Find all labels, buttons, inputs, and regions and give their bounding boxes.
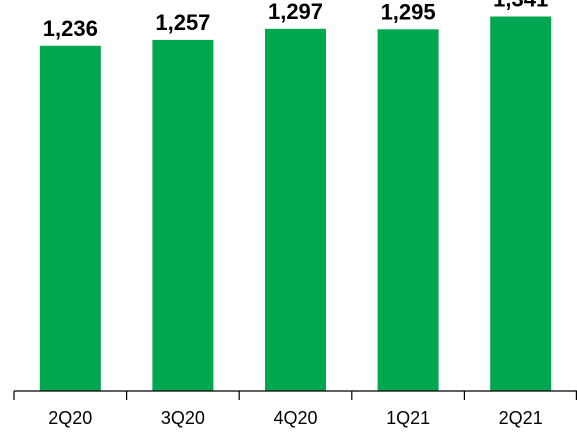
x-tick-label-2Q21: 2Q21 (499, 408, 543, 428)
data-label-2Q20: 1,236 (43, 16, 98, 41)
bar-1Q21 (377, 29, 439, 392)
bar-2Q21 (490, 16, 552, 391)
x-tick-label-3Q20: 3Q20 (161, 408, 205, 428)
x-axis: 2Q20 3Q20 4Q20 1Q21 2Q21 (13, 390, 577, 428)
bars-group (39, 16, 552, 392)
bar-2Q20 (39, 45, 101, 392)
data-label-2Q21: 1,341 (493, 0, 548, 12)
bar-3Q20 (152, 39, 214, 392)
x-tick-label-2Q20: 2Q20 (48, 408, 92, 428)
x-tick-label-1Q21: 1Q21 (386, 408, 430, 428)
data-labels-group: 1,236 1,257 1,297 1,295 1,341 (43, 0, 548, 41)
data-label-3Q20: 1,257 (155, 10, 210, 35)
x-tick-label-4Q20: 4Q20 (273, 408, 317, 428)
bar-4Q20 (265, 28, 326, 392)
data-label-4Q20: 1,297 (268, 0, 323, 24)
data-label-1Q21: 1,295 (381, 0, 436, 24)
